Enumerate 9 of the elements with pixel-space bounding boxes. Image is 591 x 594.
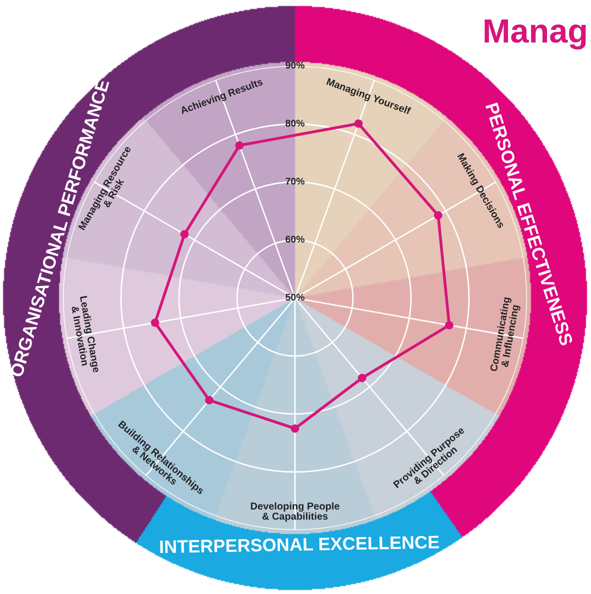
y-tick-label: 90% [286, 62, 304, 69]
spoke-label: Leading Change & Innovation [71, 296, 101, 374]
chart-title: Manag [484, 20, 586, 50]
spoke-label: Developing People & Capabilities [250, 502, 340, 522]
y-tick-label: 60% [286, 236, 304, 243]
y-tick-label: 80% [286, 120, 304, 127]
text: INTERPERSONAL EXCELLENCE [160, 536, 439, 554]
y-tick-label: 70% [286, 178, 304, 185]
y-tick-label: 50% [286, 294, 304, 301]
